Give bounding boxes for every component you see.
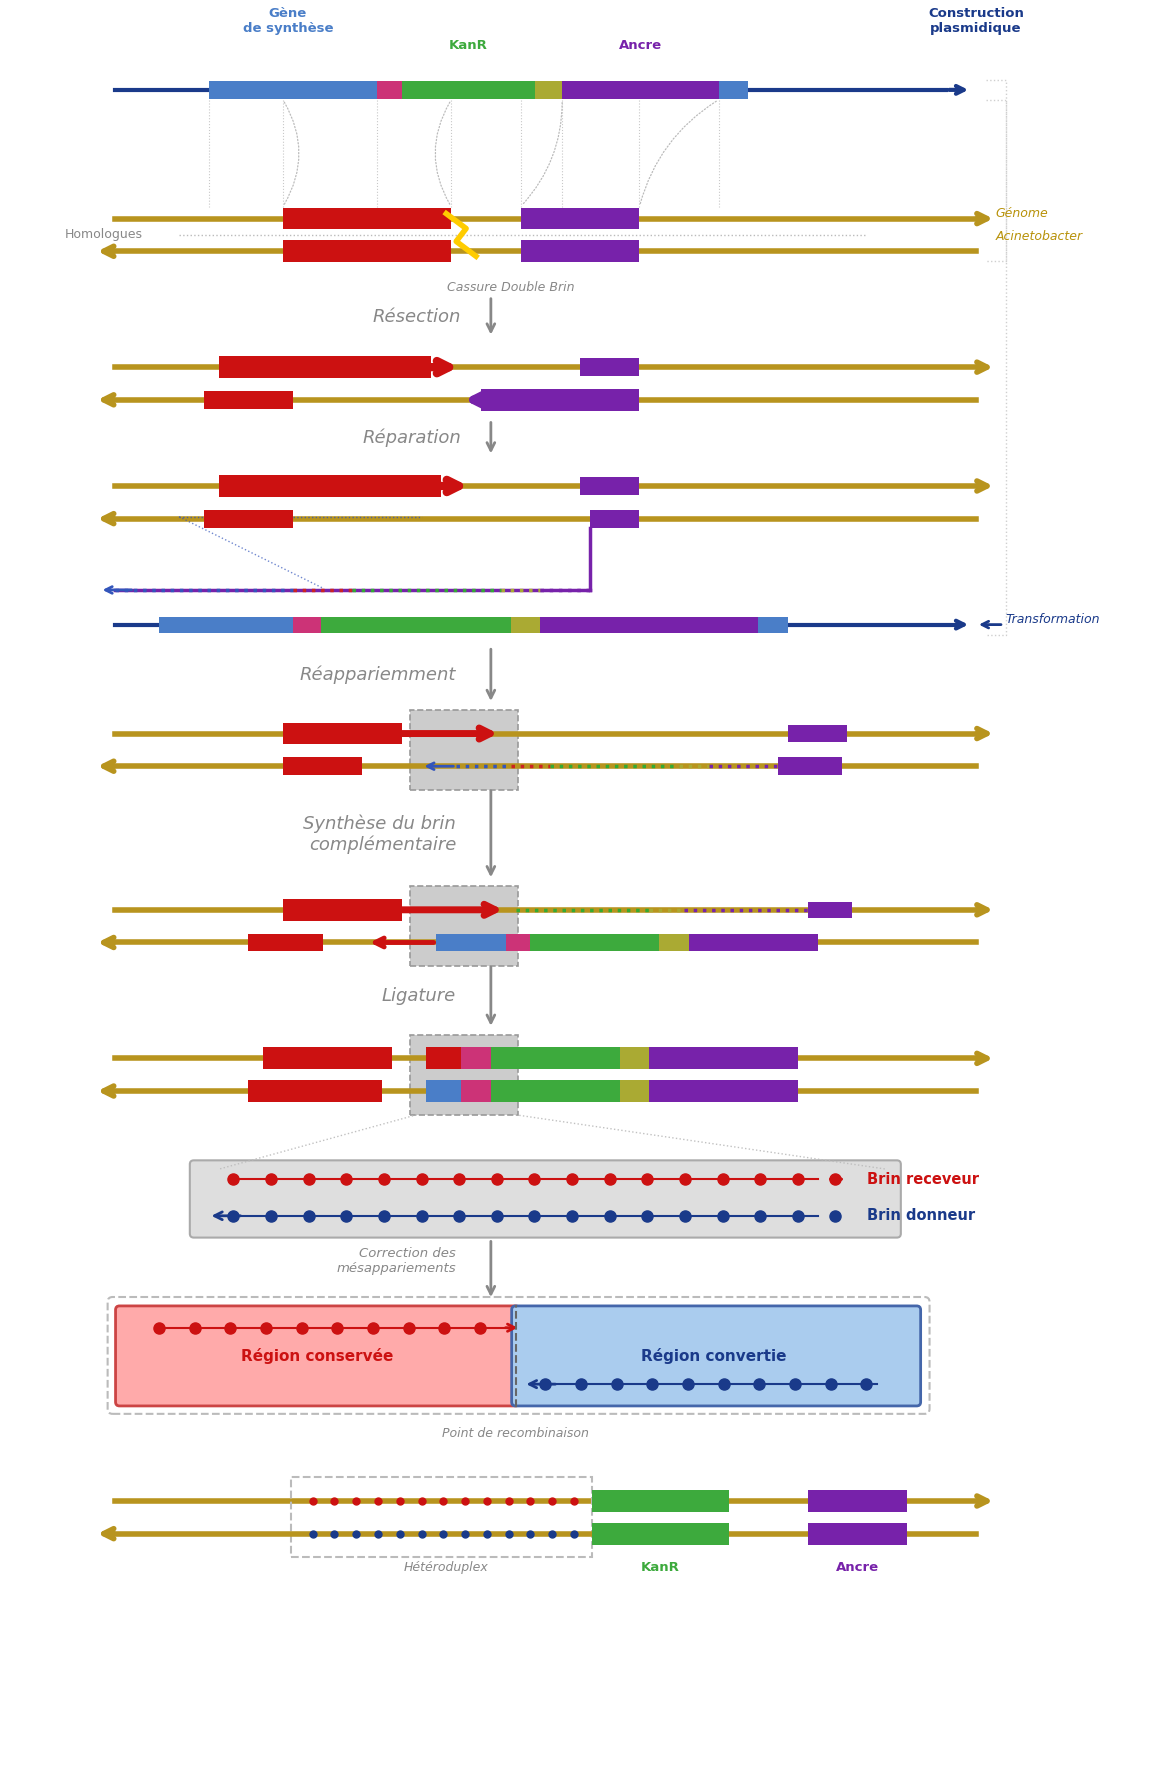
- Text: Résection: Résection: [373, 307, 462, 325]
- Text: Brin donneur: Brin donneur: [867, 1209, 975, 1223]
- Bar: [204, 509, 293, 527]
- Bar: [521, 241, 640, 263]
- FancyBboxPatch shape: [511, 1306, 921, 1406]
- Text: Ancre: Ancre: [619, 39, 662, 52]
- Bar: [590, 509, 640, 527]
- Bar: [506, 934, 530, 952]
- Text: Réappariemment: Réappariemment: [300, 666, 456, 684]
- Bar: [649, 1047, 798, 1070]
- Text: Acinetobacter: Acinetobacter: [996, 230, 1083, 243]
- FancyBboxPatch shape: [190, 1161, 901, 1238]
- Bar: [436, 934, 506, 952]
- Bar: [592, 1523, 729, 1545]
- Text: Brin receveur: Brin receveur: [867, 1172, 979, 1186]
- Text: Point de recombinaison: Point de recombinaison: [442, 1427, 589, 1440]
- Bar: [283, 898, 401, 922]
- Bar: [788, 725, 847, 743]
- Bar: [718, 80, 749, 98]
- Bar: [208, 80, 377, 98]
- Bar: [580, 359, 640, 377]
- FancyBboxPatch shape: [410, 1034, 517, 1114]
- Bar: [562, 80, 718, 98]
- Bar: [649, 1081, 798, 1102]
- Bar: [521, 207, 640, 229]
- Bar: [283, 757, 362, 775]
- Bar: [592, 1490, 729, 1513]
- Bar: [536, 80, 562, 98]
- Bar: [283, 207, 451, 229]
- Bar: [808, 1523, 907, 1545]
- FancyBboxPatch shape: [116, 1306, 519, 1406]
- Text: KanR: KanR: [641, 1561, 679, 1575]
- Text: Hétéroduplex: Hétéroduplex: [404, 1561, 488, 1575]
- Bar: [778, 757, 842, 775]
- Bar: [401, 80, 536, 98]
- FancyBboxPatch shape: [410, 886, 517, 966]
- Bar: [427, 1081, 462, 1102]
- Bar: [580, 477, 640, 495]
- Text: Région conservée: Région conservée: [242, 1348, 393, 1365]
- Text: Réparation: Réparation: [362, 429, 462, 446]
- Text: Correction des
mésappariements: Correction des mésappariements: [337, 1247, 456, 1275]
- Bar: [283, 723, 401, 745]
- Text: Ligature: Ligature: [382, 988, 456, 1006]
- Bar: [377, 80, 401, 98]
- Text: KanR: KanR: [449, 39, 487, 52]
- Text: Homologues: Homologues: [65, 229, 143, 241]
- Bar: [219, 475, 441, 497]
- Bar: [283, 241, 451, 263]
- Text: Génome: Génome: [996, 207, 1048, 220]
- Text: Cassure Double Brin: Cassure Double Brin: [447, 280, 574, 295]
- Bar: [263, 1047, 392, 1070]
- Text: Transformation: Transformation: [1005, 613, 1100, 627]
- Bar: [620, 1081, 649, 1102]
- Bar: [160, 616, 293, 632]
- FancyBboxPatch shape: [410, 709, 517, 789]
- Bar: [688, 934, 818, 952]
- Bar: [530, 934, 659, 952]
- Text: Synthèse du brin
complémentaire: Synthèse du brin complémentaire: [303, 814, 456, 854]
- Bar: [510, 616, 540, 632]
- Bar: [808, 1490, 907, 1513]
- Bar: [249, 934, 323, 952]
- Text: Région convertie: Région convertie: [641, 1348, 787, 1365]
- Bar: [320, 616, 510, 632]
- Bar: [219, 355, 432, 379]
- Bar: [491, 1047, 620, 1070]
- Bar: [808, 902, 853, 918]
- Bar: [540, 616, 758, 632]
- Bar: [659, 934, 688, 952]
- Bar: [462, 1081, 491, 1102]
- Bar: [293, 616, 320, 632]
- Bar: [427, 1047, 462, 1070]
- Text: Ancre: Ancre: [835, 1561, 879, 1575]
- Bar: [481, 389, 640, 411]
- Bar: [462, 1047, 491, 1070]
- Bar: [491, 1081, 620, 1102]
- Bar: [620, 1047, 649, 1070]
- Bar: [204, 391, 293, 409]
- Text: Construction
plasmidique: Construction plasmidique: [928, 7, 1024, 36]
- Bar: [758, 616, 788, 632]
- Text: Gène
de synthèse: Gène de synthèse: [243, 7, 333, 36]
- Bar: [249, 1081, 382, 1102]
